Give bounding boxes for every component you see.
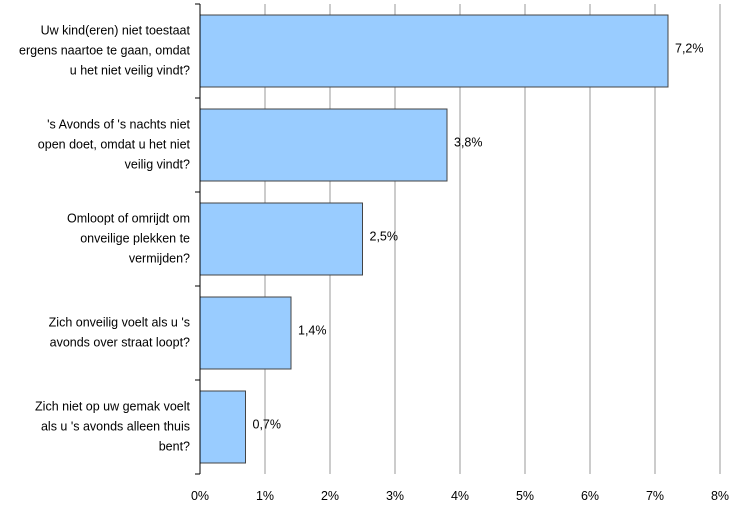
category-label: bent? [159, 439, 190, 453]
data-label: 3,8% [454, 135, 483, 149]
category-label: Omloopt of omrijdt om [67, 211, 190, 225]
category-label: Uw kind(eren) niet toestaat [41, 23, 191, 37]
x-tick-label: 6% [581, 489, 599, 503]
x-tick-label: 8% [711, 489, 729, 503]
category-label: Zich niet op uw gemak voelt [35, 399, 190, 413]
category-label: 's Avonds of 's nachts niet [47, 117, 190, 131]
category-label: avonds over straat loopt? [50, 335, 190, 349]
category-label: onveilige plekken te [80, 231, 190, 245]
x-tick-label: 7% [646, 489, 664, 503]
category-label: open doet, omdat u het niet [38, 137, 191, 151]
category-label: Zich onveilig voelt als u 's [49, 315, 190, 329]
bars [199, 14, 669, 464]
x-tick-label: 5% [516, 489, 534, 503]
category-label: als u 's avonds alleen thuis [41, 419, 190, 433]
axes [195, 3, 201, 475]
bar [199, 390, 246, 464]
x-tick-label: 1% [256, 489, 274, 503]
x-tick-label: 0% [191, 489, 209, 503]
bar [199, 202, 363, 276]
bar [199, 14, 669, 88]
x-tick-label: 4% [451, 489, 469, 503]
labels: 7,2% 3,8% 2,5% 1,4% 0,7% 0% 1% 2% 3% 4% 5% 6% 7% 8% Uw… [19, 23, 729, 503]
bar [199, 296, 292, 370]
x-tick-label: 2% [321, 489, 339, 503]
category-label: veilig vindt? [125, 157, 190, 171]
category-label: ergens naartoe te gaan, omdat [19, 43, 190, 57]
category-label: vermijden? [129, 251, 190, 265]
data-label: 0,7% [253, 417, 282, 431]
x-tick-label: 3% [386, 489, 404, 503]
data-label: 7,2% [675, 41, 704, 55]
category-label: u het niet veilig vindt? [70, 63, 190, 77]
bar [199, 108, 448, 182]
data-label: 1,4% [298, 323, 327, 337]
data-label: 2,5% [370, 229, 399, 243]
